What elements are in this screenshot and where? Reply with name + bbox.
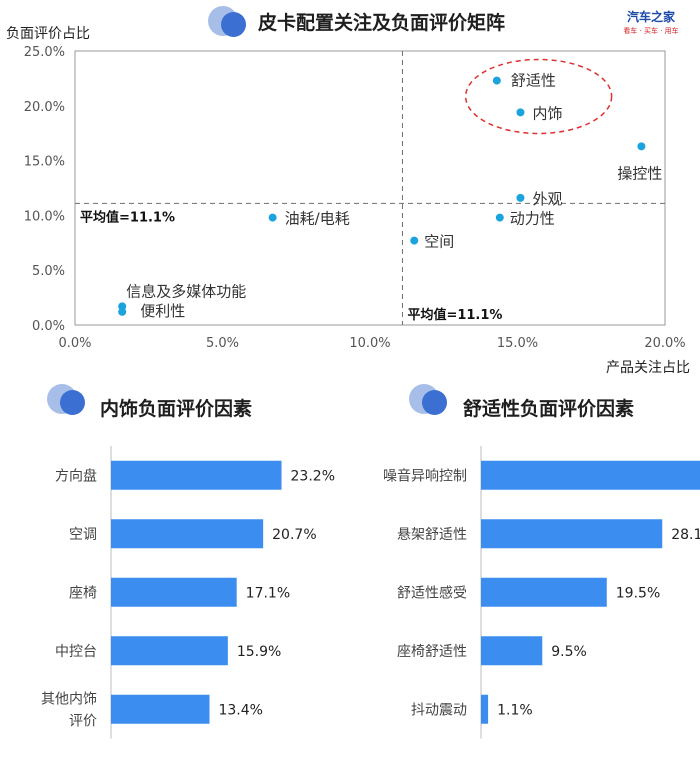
bar-value-label: 1.1% (497, 702, 533, 718)
category-label: 抖动震动 (411, 702, 467, 718)
x-tick-label: 10.0% (349, 336, 390, 351)
y-tick-label: 5.0% (32, 264, 65, 279)
scatter-point (118, 302, 127, 311)
bar (481, 577, 607, 607)
y-tick-label: 20.0% (24, 100, 65, 115)
bar-value-label: 19.5% (616, 585, 660, 601)
point-label: 空间 (424, 233, 454, 251)
y-axis-label: 负面评价占比 (6, 26, 90, 42)
bar-value-label: 20.7% (272, 527, 316, 543)
y-tick-label: 10.0% (24, 209, 65, 224)
bar (481, 519, 663, 549)
bar (111, 577, 237, 607)
y-tick-label: 0.0% (32, 319, 65, 334)
logo-tagline: 看车 · 买车 · 用车 (623, 27, 679, 35)
x-average-label: 平均值=11.1% (407, 307, 502, 323)
bar-value-label: 23.2% (291, 468, 335, 484)
scatter-point (410, 236, 419, 245)
bar-value-label: 17.1% (246, 585, 290, 601)
scatter-chart: 负面评价占比 产品关注占比 0.0% 5.0% 10.0% 15.0% 20.0% 0.0… (6, 26, 690, 376)
title-decoration-circles (409, 384, 449, 416)
bar (111, 694, 210, 724)
bar-value-label: 9.5% (551, 644, 587, 660)
point-label: 便利性 (140, 302, 185, 320)
point-label: 油耗/电耗 (285, 210, 350, 228)
category-label: 舒适性感受 (397, 584, 467, 601)
x-tick-label: 0.0% (58, 336, 91, 351)
scatter-point (516, 193, 525, 202)
comfort-chart-title: 舒适性负面评价因素 (463, 398, 635, 420)
bar (481, 460, 700, 490)
category-label: 中控台 (55, 644, 97, 660)
plot-frame (74, 50, 666, 326)
category-label: 座椅 (69, 585, 97, 601)
scatter-point (516, 108, 525, 117)
bar-value-label: 28.1% (671, 527, 700, 543)
scatter-point (268, 213, 277, 222)
title-decoration-circles (208, 6, 248, 38)
bar (111, 519, 264, 549)
bar (111, 636, 228, 666)
interior-chart-title: 内饰负面评价因素 (100, 398, 253, 420)
point-label: 外观 (532, 190, 562, 208)
x-tick-label: 15.0% (497, 336, 538, 351)
bar (481, 636, 543, 666)
autohome-logo: 汽车之家 看车 · 买车 · 用车 (606, 8, 696, 36)
bar (481, 694, 489, 724)
category-label: 座椅舒适性 (397, 644, 467, 660)
scatter-title: 皮卡配置关注及负面评价矩阵 (258, 12, 506, 34)
comfort-bar-chart: 41.5%噪音异响控制28.1%悬架舒适性19.5%舒适性感受9.5%座椅舒适性… (383, 446, 700, 739)
point-label: 信息及多媒体功能 (126, 282, 246, 300)
scatter-point (118, 307, 127, 316)
category-label: 噪音异响控制 (383, 467, 467, 484)
x-tick-label: 5.0% (206, 336, 239, 351)
category-label: 其他内饰 (41, 691, 97, 707)
scatter-point (492, 76, 501, 85)
point-label: 操控性 (617, 164, 662, 182)
logo-name: 汽车之家 (626, 10, 675, 24)
bar-value-label: 15.9% (237, 644, 281, 660)
point-label: 内饰 (532, 104, 562, 122)
title-decoration-circles (47, 384, 87, 416)
bar (111, 460, 282, 490)
y-tick-label: 25.0% (24, 45, 65, 60)
bar-value-label: 13.4% (218, 702, 262, 718)
scatter-point (637, 142, 646, 151)
highlight-ellipse (464, 58, 613, 135)
interior-bar-chart: 23.2% 方向盘 20.7% 空调 17.1% 座椅 15.9% 中控台 13.4% 其他内饰评… (41, 446, 335, 739)
x-axis-label: 产品关注占比 (606, 360, 690, 376)
y-tick-label: 15.0% (24, 155, 65, 170)
x-tick-label: 20.0% (644, 336, 685, 351)
category-label: 空调 (69, 527, 97, 543)
point-label: 动力性 (510, 210, 555, 228)
scatter-point (495, 213, 504, 222)
category-label: 悬架舒适性 (397, 527, 467, 543)
category-label: 方向盘 (55, 467, 97, 484)
y-average-label: 平均值=11.1% (80, 209, 175, 225)
category-label: 评价 (69, 713, 97, 729)
point-label: 舒适性 (511, 72, 556, 90)
